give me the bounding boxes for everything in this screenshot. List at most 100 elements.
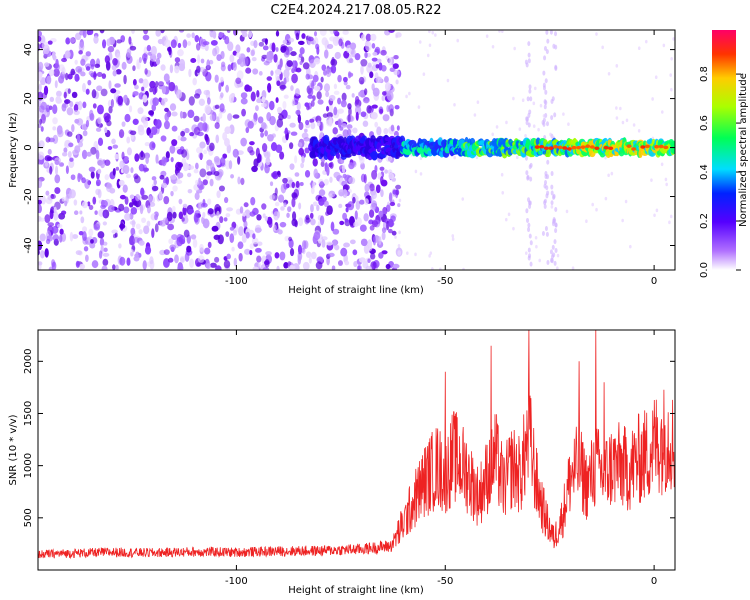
heatmap-blob [187, 172, 192, 178]
heatmap-blob [338, 189, 345, 197]
heatmap-blob [111, 64, 117, 71]
heatmap-blob [549, 249, 553, 255]
heatmap-blob [461, 197, 465, 201]
heatmap-blob [329, 176, 333, 183]
heatmap-blob [601, 45, 604, 50]
heatmap-blob [142, 34, 150, 41]
heatmap-blob [342, 173, 347, 179]
heatmap-blob [589, 145, 595, 149]
heatmap-blob [498, 30, 501, 33]
heatmap-blob [378, 236, 382, 246]
heatmap-blob [84, 179, 91, 189]
heatmap-blob [129, 45, 137, 51]
figure-title: C2E4.2024.217.08.05.R22 [270, 3, 441, 18]
heatmap-blob [269, 194, 275, 200]
heatmap-blob [138, 240, 145, 246]
heatmap-blob [75, 250, 82, 256]
heatmap-blob [264, 163, 270, 174]
heatmap-blob [87, 201, 91, 207]
heatmap-blob [154, 223, 159, 233]
heatmap-blob [90, 58, 96, 67]
heatmap-blob [295, 109, 301, 115]
heatmap-blob [163, 120, 170, 130]
heatmap-blob [187, 41, 192, 46]
heatmap-blob [528, 84, 532, 90]
heatmap-blob [294, 88, 300, 97]
heatmap-blob [504, 217, 508, 222]
heatmap-blob [544, 226, 548, 232]
heatmap-blob [177, 42, 182, 49]
heatmap-blob [93, 35, 99, 44]
heatmap-blob [104, 159, 111, 166]
heatmap-blob [391, 230, 397, 236]
heatmap-blob [135, 223, 141, 230]
heatmap-blob [69, 231, 74, 242]
heatmap-blob [397, 243, 401, 248]
heatmap-blob [371, 104, 378, 109]
heatmap-blob [396, 125, 400, 131]
heatmap-blob [305, 251, 312, 258]
heatmap-blob [446, 78, 450, 83]
heatmap-blob [52, 134, 59, 144]
heatmap-blob [381, 231, 386, 241]
heatmap-blob [231, 246, 235, 252]
heatmap-blob [544, 78, 548, 84]
heatmap-blob [328, 116, 333, 127]
heatmap-blob [110, 98, 114, 108]
heatmap-blob [261, 54, 268, 59]
heatmap-blob [73, 199, 78, 206]
heatmap-blob [375, 76, 383, 84]
heatmap-blob [99, 30, 105, 34]
heatmap-blob [102, 39, 107, 49]
heatmap-blob [170, 156, 174, 163]
heatmap-blob [550, 171, 554, 177]
heatmap-blob [362, 120, 369, 127]
heatmap-blob [328, 193, 333, 199]
heatmap-blob [670, 56, 673, 61]
heatmap-blob [286, 212, 290, 218]
heatmap-blob [654, 144, 660, 149]
heatmap-blob [364, 198, 369, 205]
heatmap-blob [379, 166, 385, 171]
heatmap-blob [112, 264, 116, 270]
heatmap-blob [615, 106, 618, 110]
heatmap-blob [546, 259, 550, 265]
heatmap-blob [178, 211, 184, 220]
heatmap-blob [132, 91, 139, 96]
heatmap-blob [94, 63, 101, 69]
heatmap-blob [264, 258, 270, 268]
heatmap-blob [359, 154, 365, 165]
heatmap-blob [160, 64, 166, 71]
heatmap-blob [397, 250, 402, 256]
heatmap-blob [88, 228, 94, 237]
heatmap-blob [288, 264, 295, 270]
heatmap-blob [371, 220, 378, 228]
heatmap-blob [226, 207, 234, 212]
heatmap-blob [271, 42, 276, 53]
heatmap-blob [550, 200, 554, 206]
heatmap-blob [195, 179, 199, 186]
heatmap-blob [380, 179, 388, 187]
heatmap-blob [273, 53, 278, 63]
heatmap-blob [505, 120, 508, 125]
heatmap-blob [304, 147, 310, 154]
heatmap-blob [132, 78, 137, 86]
heatmap-blob [512, 96, 515, 101]
heatmap-blob [418, 40, 422, 44]
heatmap-blob [40, 126, 44, 132]
heatmap-blob [319, 181, 325, 189]
heatmap-blob [297, 244, 303, 255]
heatmap-blob [85, 254, 89, 262]
heatmap-blob [49, 165, 53, 175]
heatmap-blob [96, 104, 104, 115]
heatmap-blob [381, 250, 388, 255]
heatmap-blob [367, 258, 371, 264]
heatmap-blob [224, 126, 232, 134]
heatmap-blob [491, 45, 495, 49]
heatmap-blob [660, 162, 664, 167]
heatmap-blob [370, 33, 377, 42]
heatmap-blob [382, 91, 387, 96]
heatmap-blob [67, 150, 72, 158]
heatmap-blob [353, 260, 358, 268]
heatmap-blob [179, 257, 185, 264]
